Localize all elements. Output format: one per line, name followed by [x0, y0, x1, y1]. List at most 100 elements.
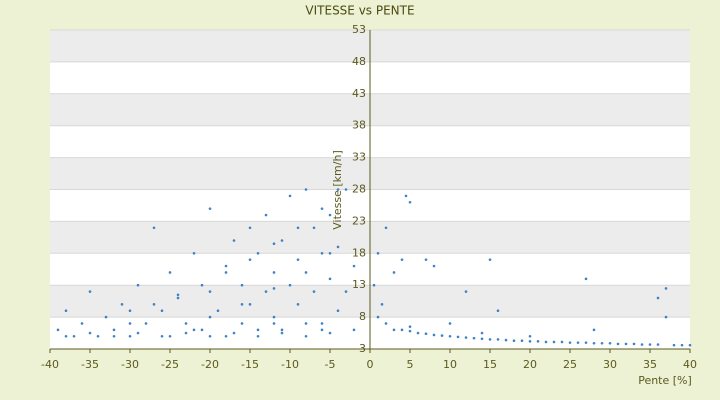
point [72, 334, 76, 338]
point [136, 283, 140, 287]
point [472, 336, 476, 340]
point [240, 283, 244, 287]
point [232, 239, 236, 242]
point [448, 334, 452, 338]
point [328, 213, 332, 217]
point [496, 309, 500, 313]
point [456, 335, 460, 339]
x-tick-label: 15 [483, 358, 497, 371]
point [672, 343, 676, 347]
point [272, 315, 276, 319]
point [208, 207, 212, 210]
x-tick-label: 10 [443, 358, 457, 371]
y-axis-label: Vitesse [km/h] [331, 150, 344, 230]
point [432, 333, 436, 337]
y-tick-label: 48 [352, 55, 366, 68]
point [192, 328, 196, 332]
marks [56, 188, 692, 347]
point [328, 252, 332, 255]
point [392, 328, 396, 332]
point [264, 290, 268, 293]
point [384, 322, 388, 325]
y-tick-label: 53 [352, 23, 366, 36]
point [304, 334, 308, 338]
point [448, 322, 452, 325]
point [264, 213, 268, 217]
point [256, 334, 260, 338]
point [536, 340, 540, 343]
point [144, 322, 148, 325]
point [128, 322, 132, 325]
x-tick-label: 35 [643, 358, 657, 371]
point [328, 277, 332, 281]
point [496, 338, 500, 341]
point [376, 252, 380, 255]
point [176, 293, 180, 297]
point [224, 334, 228, 338]
x-tick-label: -40 [41, 358, 59, 371]
point [600, 341, 604, 345]
point [304, 322, 308, 325]
point [632, 342, 636, 346]
point [248, 226, 252, 230]
point [320, 252, 324, 255]
point [560, 340, 564, 344]
point [296, 303, 300, 306]
y-tick-label: 8 [359, 310, 366, 323]
point [576, 341, 580, 344]
point [216, 309, 220, 313]
point [64, 309, 68, 313]
point [440, 334, 444, 337]
point [296, 258, 300, 261]
point [616, 342, 620, 346]
point [404, 194, 408, 198]
point [424, 258, 428, 261]
x-tick-label: -25 [161, 358, 179, 371]
y-tick-label: 28 [352, 183, 366, 196]
point [520, 339, 524, 343]
point [392, 271, 396, 274]
point [408, 200, 412, 204]
x-tick-label: 20 [523, 358, 537, 371]
y-tick-label: 33 [352, 151, 366, 164]
point [208, 290, 212, 293]
point [568, 341, 572, 344]
x-tick-label: -15 [241, 358, 259, 371]
point [372, 283, 376, 287]
point [320, 322, 324, 325]
point [112, 334, 116, 338]
point [112, 328, 116, 332]
x-tick-label: -5 [325, 358, 336, 371]
point [480, 331, 484, 335]
point [384, 226, 388, 230]
point [256, 328, 260, 332]
point [88, 331, 92, 335]
point [352, 264, 356, 268]
point [232, 331, 236, 335]
x-tick-label: 30 [603, 358, 617, 371]
point [336, 309, 340, 313]
point [528, 334, 532, 338]
point [344, 290, 348, 293]
point [80, 322, 84, 325]
point [224, 271, 228, 274]
point [416, 331, 420, 335]
point [88, 290, 92, 293]
point [256, 252, 260, 255]
point [336, 245, 340, 249]
point [56, 328, 60, 332]
y-tick-label: 13 [352, 278, 366, 291]
point [376, 315, 380, 319]
point [160, 334, 164, 338]
y-tick-label: 43 [352, 87, 366, 100]
point [624, 342, 628, 346]
point [168, 271, 172, 274]
point [656, 296, 660, 300]
point [184, 331, 188, 335]
point [120, 303, 124, 306]
point [304, 188, 308, 191]
point [408, 329, 412, 333]
point [296, 226, 300, 230]
